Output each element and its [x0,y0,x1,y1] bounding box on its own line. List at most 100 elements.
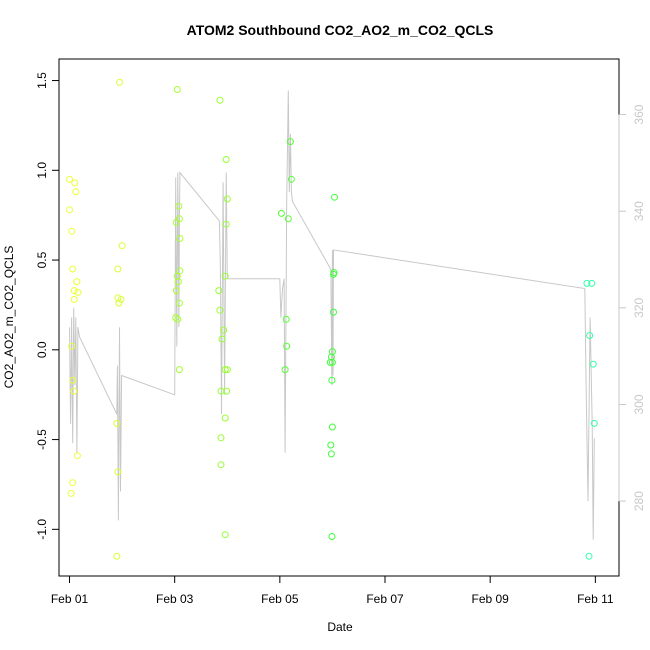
data-point [328,376,336,384]
data-point [222,156,230,163]
data-point [331,193,338,201]
data-point [72,188,80,196]
chart-title: ATOM2 Southbound CO2_AO2_m_CO2_QCLS [187,22,494,38]
data-point [223,366,231,374]
data-point [174,315,182,323]
data-point [327,441,335,449]
data-point [326,358,334,366]
data-point [590,419,598,427]
data-point [221,414,229,422]
data-point [74,288,82,296]
data-point [67,489,75,497]
data-point [215,287,223,295]
data-point [70,387,78,395]
data-point [69,479,77,487]
plot-frame [58,58,620,577]
data-point [216,306,224,314]
data-point [283,342,291,350]
data-point [73,452,81,460]
data-point [218,335,226,343]
data-point [175,202,183,210]
data-point [583,279,591,287]
points-layer [66,78,598,560]
data-point [68,227,76,235]
y-tick-label: -0.5 [35,429,49,450]
data-point [221,272,229,280]
y-tick-label: 0.0 [35,341,49,358]
data-point [586,332,594,339]
data-point [174,278,182,286]
data-point [589,360,597,368]
data-point [328,533,336,540]
y-axis: -1.0 -0.5 0.0 0.5 1.0 1.5 [35,72,60,540]
x-axis-label: Date [327,620,353,634]
x-tick-label: Feb 11 [577,592,614,606]
x-tick-label: Feb 01 [51,592,89,606]
data-point [114,265,122,273]
data-point [222,220,230,228]
data-point [113,419,121,427]
data-point [172,314,180,321]
y-tick-label: -1.0 [35,519,49,540]
data-point [71,179,79,187]
data-point [220,326,228,334]
data-point [223,195,231,203]
data-point [70,287,78,295]
data-point [175,366,183,374]
x-tick-label: Feb 05 [261,592,299,606]
data-point [113,552,121,560]
data-point [328,358,336,366]
data-point [216,96,224,104]
y-tick-label: 1.5 [35,72,49,89]
data-point [69,265,77,273]
data-point [588,279,596,287]
data-point [172,218,180,226]
data-point [115,299,123,307]
data-point [282,315,290,323]
data-point [68,342,76,350]
y2-axis: 280 300 320 340 360 [618,104,646,511]
data-point [73,278,81,286]
x-tick-label: Feb 07 [366,592,404,606]
y2-tick-label: 300 [632,394,646,414]
data-point [116,78,123,86]
co2-line-layer [69,90,595,540]
data-point [277,209,285,217]
x-tick-label: Feb 03 [156,592,194,606]
data-point [117,296,125,303]
y-tick-label: 0.5 [35,251,49,268]
data-point [173,86,181,93]
data-point [114,468,122,476]
data-point [223,387,231,395]
data-point [328,423,336,431]
data-point [118,242,126,250]
data-point [330,270,337,278]
x-tick-label: Feb 09 [471,592,509,606]
data-point [217,434,225,442]
data-point [69,376,77,384]
data-point [330,308,337,316]
data-point [585,552,593,560]
co2-series-line [69,90,595,540]
y2-tick-label: 280 [632,491,646,511]
data-point [327,450,335,458]
data-point [221,366,229,374]
data-point [172,287,180,295]
data-point [70,296,78,303]
data-point [286,138,294,146]
data-point [176,267,184,275]
data-point [284,215,292,223]
data-point [281,366,289,374]
data-point [176,235,184,242]
data-point [175,299,183,307]
y2-tick-label: 320 [632,298,646,318]
y2-tick-label: 340 [632,201,646,221]
y-tick-label: 1.0 [35,162,49,179]
data-point [217,461,225,469]
data-point [287,175,295,183]
x-axis: Feb 01 Feb 03 Feb 05 Feb 07 Feb 09 Feb 11 [51,575,614,606]
data-point [66,175,73,183]
data-point [221,531,229,539]
